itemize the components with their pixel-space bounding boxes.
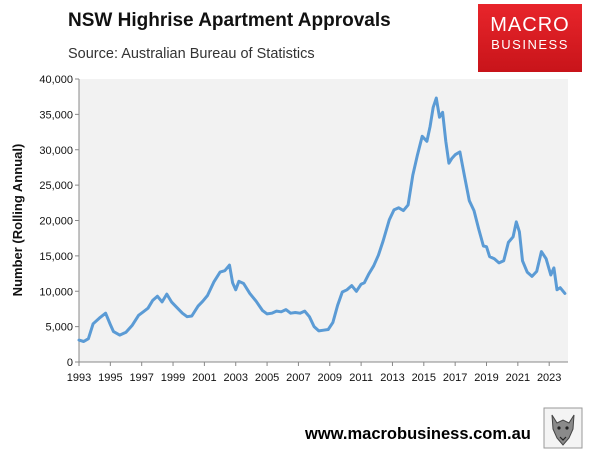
y-tick-label: 30,000 (39, 145, 73, 157)
x-tick-label: 2011 (349, 372, 373, 384)
y-tick-label: 25,000 (39, 180, 73, 192)
x-tick-label: 1997 (129, 372, 153, 384)
plot-area (79, 79, 568, 362)
x-tick-label: 1995 (98, 372, 122, 384)
x-tick-label: 2023 (537, 372, 561, 384)
x-tick-label: 2021 (506, 372, 530, 384)
chart-title: NSW Highrise Apartment Approvals (68, 10, 391, 31)
x-tick-label: 2005 (255, 372, 279, 384)
chart-source: Source: Australian Bureau of Statistics (68, 46, 315, 62)
y-tick-label: 10,000 (39, 286, 73, 298)
x-tick-label: 2009 (318, 372, 342, 384)
x-tick-label: 2019 (474, 372, 498, 384)
x-tick-label: 1993 (67, 372, 91, 384)
y-tick-label: 15,000 (39, 251, 73, 263)
series-line-0 (77, 96, 567, 343)
x-tick-label: 2001 (192, 372, 216, 384)
y-tick-label: 40,000 (39, 74, 73, 86)
macrobusiness-logo: MACRO BUSINESS (478, 4, 582, 72)
y-tick-label: 20,000 (39, 216, 73, 228)
y-axis-label: Number (Rolling Annual) (10, 144, 25, 297)
y-tick-label: 0 (67, 357, 73, 369)
x-tick-label: 2013 (380, 372, 404, 384)
logo-line-1: MACRO (490, 14, 570, 36)
footer-url[interactable]: www.macrobusiness.com.au (305, 425, 531, 443)
x-tick-label: 2003 (223, 372, 247, 384)
logo-line-2: BUSINESS (491, 37, 569, 52)
y-tick-label: 5,000 (45, 322, 73, 334)
x-tick-label: 2017 (443, 372, 467, 384)
x-tick-label: 1999 (161, 372, 185, 384)
x-tick-label: 2015 (412, 372, 436, 384)
x-tick-label: 2007 (286, 372, 310, 384)
y-tick-label: 35,000 (39, 109, 73, 121)
wolf-logo-icon (543, 407, 583, 449)
